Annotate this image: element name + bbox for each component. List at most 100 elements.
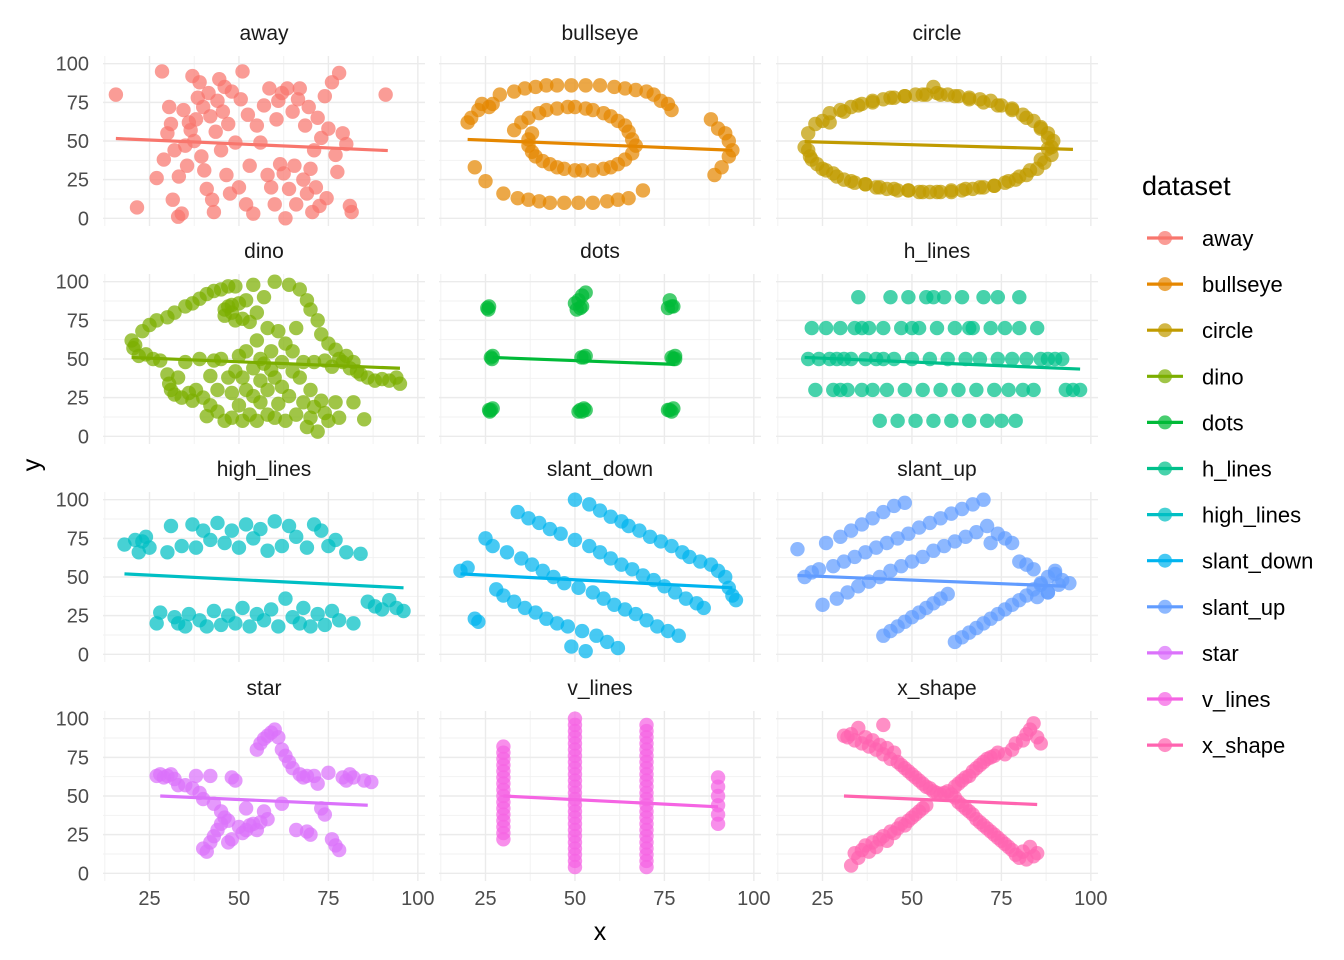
data-point xyxy=(628,606,643,622)
data-point xyxy=(335,126,350,141)
data-point xyxy=(178,354,193,370)
data-point xyxy=(696,600,711,616)
data-point xyxy=(1072,382,1088,398)
data-point xyxy=(310,313,325,328)
data-point xyxy=(331,410,347,425)
data-point xyxy=(231,398,247,413)
data-point xyxy=(901,526,916,541)
data-point xyxy=(153,353,168,368)
trend-line xyxy=(843,794,1038,807)
y-tick-label: 100 xyxy=(56,490,89,512)
trend-line xyxy=(804,355,1081,371)
data-point xyxy=(317,88,333,104)
data-point xyxy=(969,524,984,540)
data-point xyxy=(328,395,343,410)
data-point xyxy=(876,717,891,733)
data-point xyxy=(256,613,272,628)
data-point xyxy=(894,320,909,336)
data-point xyxy=(976,492,991,507)
data-point xyxy=(639,859,654,875)
data-point xyxy=(197,163,212,178)
data-point xyxy=(231,540,247,555)
data-point xyxy=(635,568,651,583)
data-point xyxy=(256,289,272,305)
data-point xyxy=(911,520,927,535)
data-point xyxy=(1040,585,1056,600)
data-point xyxy=(346,395,361,410)
data-point xyxy=(281,181,297,197)
x-tick-label: 25 xyxy=(138,888,160,910)
data-point xyxy=(564,78,579,93)
data-point xyxy=(210,515,225,531)
y-tick-label: 25 xyxy=(67,170,89,192)
data-point xyxy=(933,511,948,526)
data-point xyxy=(990,289,1006,305)
data-point xyxy=(510,190,525,206)
x-axis-title: x xyxy=(594,918,607,946)
data-point xyxy=(484,351,500,367)
data-point xyxy=(678,591,694,606)
data-point xyxy=(567,492,583,507)
legend-item-star: star xyxy=(1147,641,1239,666)
data-point xyxy=(292,370,307,385)
data-point xyxy=(221,813,236,828)
data-point xyxy=(1029,320,1045,336)
data-point xyxy=(303,410,318,425)
data-point xyxy=(944,506,959,521)
y-tick-label: 0 xyxy=(78,208,89,230)
legend-key-point xyxy=(1158,415,1172,430)
data-point xyxy=(858,545,873,560)
panel-bullseye: bullseye xyxy=(439,22,761,226)
data-point xyxy=(174,538,189,554)
data-point xyxy=(328,532,343,548)
data-point xyxy=(1033,736,1048,751)
data-point xyxy=(567,99,583,115)
data-point xyxy=(289,822,304,838)
data-point xyxy=(271,619,286,634)
y-tick-label: 0 xyxy=(78,863,89,885)
data-point xyxy=(1047,563,1063,579)
trend-line xyxy=(124,572,404,590)
data-point xyxy=(310,110,325,126)
data-point xyxy=(289,197,304,212)
data-point xyxy=(297,118,313,133)
data-point xyxy=(1012,289,1027,305)
data-point xyxy=(1015,382,1031,398)
data-point xyxy=(549,101,565,116)
panel-away: away 0 25 50 75 100 xyxy=(56,22,425,230)
trend-line xyxy=(804,140,1074,151)
data-point xyxy=(621,190,636,206)
data-point xyxy=(542,195,558,211)
data-point xyxy=(153,605,168,620)
legend-key-point xyxy=(1158,369,1172,384)
data-point xyxy=(149,616,164,631)
data-point xyxy=(314,523,329,538)
data-point xyxy=(215,104,231,119)
data-point xyxy=(213,143,229,158)
legend-key-point xyxy=(1158,553,1172,568)
data-point xyxy=(962,413,977,429)
data-point xyxy=(296,600,311,616)
data-point xyxy=(585,163,601,178)
data-point xyxy=(833,382,848,398)
data-point xyxy=(233,92,248,107)
legend-item-dino: dino xyxy=(1147,364,1244,389)
facet-label-dots: dots xyxy=(580,240,620,263)
data-point xyxy=(242,619,257,634)
data-point xyxy=(876,351,891,367)
panel-v_lines: v_lines 25 50 75 100 xyxy=(439,677,771,910)
data-point xyxy=(1004,102,1020,118)
facet-label-x_shape: x_shape xyxy=(897,677,976,700)
panel-h_lines: h_lines xyxy=(776,240,1098,444)
data-point xyxy=(1022,163,1038,178)
data-point xyxy=(203,109,218,124)
y-tick-label: 0 xyxy=(78,644,89,666)
panel-star: star 0 25 50 75 100 25 50 75 100 xyxy=(56,677,435,910)
data-point xyxy=(929,184,945,200)
legend-label: star xyxy=(1202,641,1239,666)
data-point xyxy=(667,585,683,600)
data-point xyxy=(321,765,336,781)
data-point xyxy=(210,93,225,109)
legend-label: slant_down xyxy=(1202,549,1313,574)
data-point xyxy=(249,118,265,133)
